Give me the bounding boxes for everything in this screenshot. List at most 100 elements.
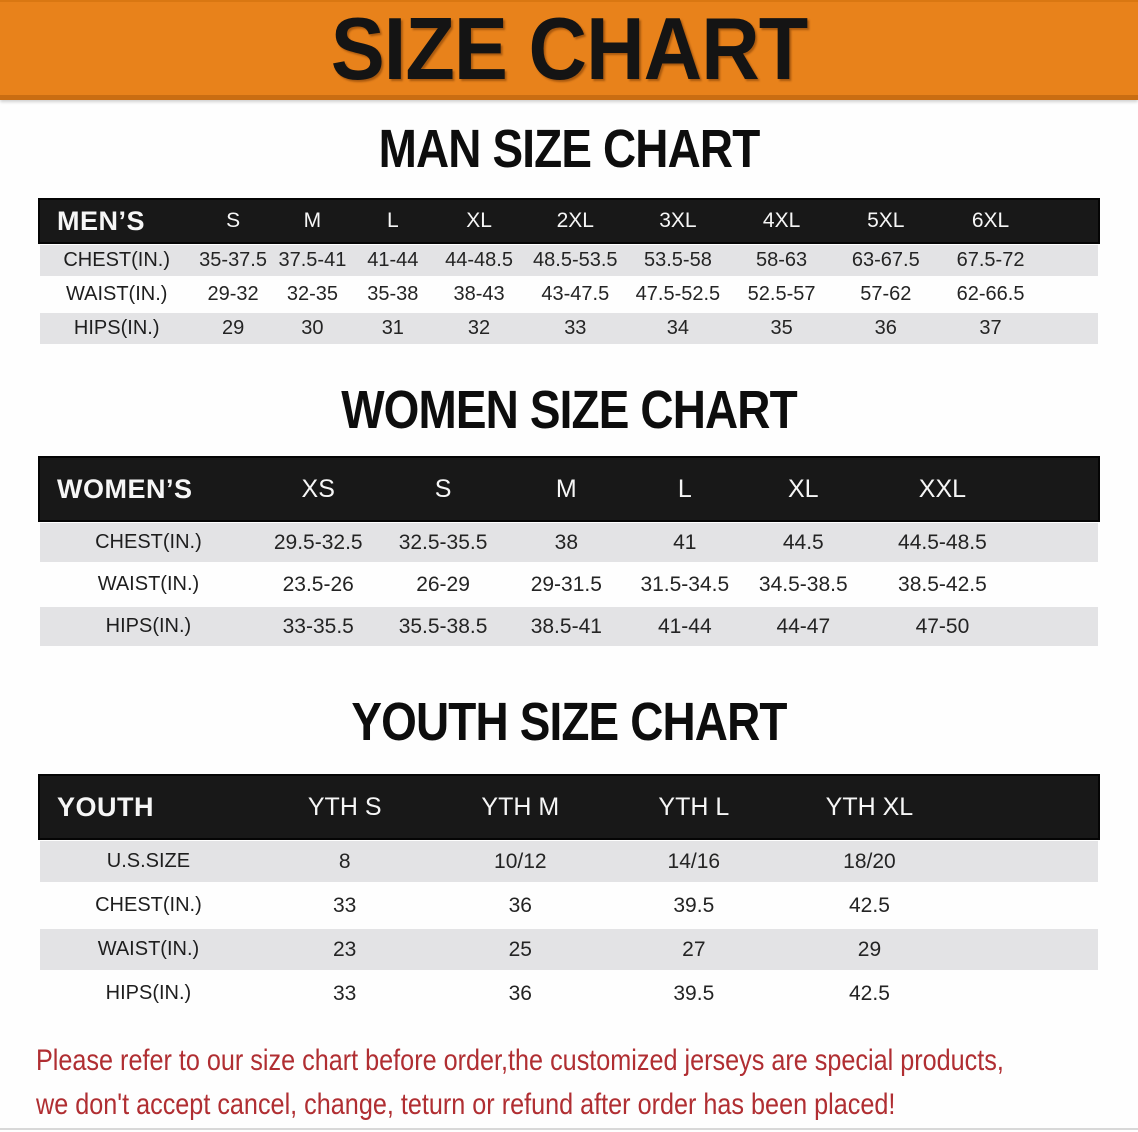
size-value-cell: 23.5-26: [282, 572, 354, 596]
size-value-cell: 44.5-48.5: [898, 530, 987, 554]
size-column-header: YTH M: [481, 792, 560, 821]
filler-cell: [959, 841, 1098, 882]
table-row: HIPS(IN.) 29 30 31 32 33 34 35 36 37: [40, 313, 1098, 344]
size-value-cell: 37: [979, 317, 1002, 339]
women-size-section: WOMEN SIZE CHART WOMEN’S XS S M L XL XXL CHEST…: [0, 383, 1138, 649]
size-column-header: XXL: [918, 474, 967, 503]
size-column-header: S: [434, 474, 452, 503]
size-value-cell: 34: [666, 317, 690, 339]
filler-cell: [1043, 245, 1098, 276]
size-value-cell: 39.5: [673, 981, 715, 1005]
size-value-cell: 35-37.5: [199, 249, 267, 271]
bottom-divider: [0, 1128, 1138, 1130]
size-value-cell: 14/16: [667, 849, 721, 873]
size-column-header: XL: [788, 474, 819, 503]
filler-cell: [959, 929, 1098, 970]
size-value-cell: 67.5-72: [956, 249, 1025, 271]
men-section-title: MAN SIZE CHART: [378, 119, 761, 179]
header-row: WOMEN’S XS S M L XL XXL: [40, 458, 1098, 520]
youth-table-header: YOUTH YTH S YTH M YTH L YTH XL: [40, 776, 1098, 838]
size-column-header: 2XL: [556, 209, 594, 232]
size-value-cell: 38.5-41: [530, 614, 602, 638]
women-table-body: CHEST(IN.) 29.5-32.5 32.5-35.5 38 41 44.5 44.5…: [40, 523, 1098, 646]
size-value-cell: 42.5: [849, 893, 890, 917]
size-value-cell: 42.5: [849, 981, 890, 1005]
size-value-cell: 31: [381, 317, 404, 339]
size-value-cell: 31.5-34.5: [640, 572, 730, 596]
table-row: WAIST(IN.) 29-32 32-35 35-38 38-43 43-47.5 47.…: [40, 279, 1098, 310]
filler-cell: [1022, 565, 1098, 604]
row-label: HIPS(IN.): [73, 317, 160, 339]
youth-size-section: YOUTH SIZE CHART YOUTH YTH S YTH M YTH L YTH…: [0, 695, 1138, 1017]
size-value-cell: 58-63: [756, 249, 808, 271]
women-table-header: WOMEN’S XS S M L XL XXL: [40, 458, 1098, 520]
row-label: WAIST(IN.): [97, 938, 200, 960]
size-value-cell: 10/12: [494, 849, 547, 873]
size-column-header: 6XL: [971, 209, 1010, 232]
size-value-cell: 32: [467, 317, 491, 339]
filler-cell: [959, 885, 1098, 926]
corner-label: YOUTH: [57, 791, 154, 822]
filler-cell: [959, 776, 1098, 838]
table-row: HIPS(IN.) 33-35.5 35.5-38.5 38.5-41 41-44 44-…: [40, 607, 1098, 646]
size-value-cell: 47.5-52.5: [635, 283, 721, 305]
filler-cell: [1043, 313, 1098, 344]
row-label: HIPS(IN.): [105, 982, 192, 1004]
size-value-cell: 62-66.5: [956, 283, 1025, 305]
table-row: HIPS(IN.) 33 36 39.5 42.5: [40, 973, 1098, 1014]
size-column-header: 5XL: [867, 209, 905, 232]
size-value-cell: 35.5-38.5: [398, 614, 488, 638]
size-value-cell: 36: [508, 981, 532, 1005]
size-value-cell: 36: [874, 317, 897, 339]
size-value-cell: 43-47.5: [541, 283, 610, 305]
youth-size-table: YOUTH YTH S YTH M YTH L YTH XL U.S.SIZE 8 10/1…: [40, 773, 1098, 1017]
size-value-cell: 29: [221, 317, 245, 339]
size-value-cell: 29.5-32.5: [273, 530, 363, 554]
disclaimer-line-1: Please refer to our size chart before or…: [36, 1044, 1004, 1077]
size-value-cell: 23: [333, 937, 357, 961]
table-row: CHEST(IN.) 33 36 39.5 42.5: [40, 885, 1098, 926]
size-value-cell: 53.5-58: [644, 249, 712, 271]
size-value-cell: 33: [333, 981, 357, 1005]
size-value-cell: 35: [770, 317, 793, 339]
youth-section-title: YOUTH SIZE CHART: [351, 692, 787, 752]
corner-label: WOMEN’S: [57, 473, 193, 504]
youth-table-body: U.S.SIZE 8 10/12 14/16 18/20 CHEST(IN.) 33 36 39…: [40, 841, 1098, 1014]
women-size-table: WOMEN’S XS S M L XL XXL CHEST(IN.) 29.5-32.5 32.…: [40, 455, 1098, 649]
size-value-cell: 34.5-38.5: [758, 572, 848, 596]
filler-cell: [959, 973, 1098, 1014]
size-value-cell: 30: [301, 317, 324, 339]
size-value-cell: 44-47: [776, 614, 831, 638]
size-value-cell: 41-44: [367, 249, 419, 271]
size-column-header: M: [555, 474, 577, 503]
size-column-header: 3XL: [659, 209, 697, 232]
size-column-header: 4XL: [762, 209, 801, 232]
table-row: CHEST(IN.) 35-37.5 37.5-41 41-44 44-48.5 48.5…: [40, 245, 1098, 276]
page-title: SIZE CHART: [330, 0, 808, 98]
filler-cell: [1022, 458, 1098, 520]
corner-label: MEN’S: [57, 205, 146, 236]
size-value-cell: 8: [338, 849, 351, 873]
size-value-cell: 52.5-57: [747, 283, 816, 305]
banner: SIZE CHART: [0, 0, 1138, 100]
men-size-table: MEN’S S M L XL 2XL 3XL 4XL 5XL 6XL CHEST(IN.) 35-3…: [40, 197, 1098, 347]
size-value-cell: 25: [508, 937, 532, 961]
size-value-cell: 29: [857, 937, 882, 961]
size-column-header: YTH L: [658, 792, 730, 821]
men-size-section: MAN SIZE CHART MEN’S S M L XL 2XL 3XL 4XL 5XL 6XL…: [0, 122, 1138, 347]
header-row: MEN’S S M L XL 2XL 3XL 4XL 5XL 6XL: [40, 200, 1098, 242]
size-column-header: L: [386, 209, 399, 232]
size-value-cell: 57-62: [860, 283, 912, 305]
men-table-body: CHEST(IN.) 35-37.5 37.5-41 41-44 44-48.5 48.5…: [40, 245, 1098, 344]
size-column-header: YTH XL: [825, 792, 914, 821]
row-label: CHEST(IN.): [95, 531, 202, 553]
table-row: U.S.SIZE 8 10/12 14/16 18/20: [40, 841, 1098, 882]
size-column-header: M: [303, 209, 322, 232]
size-value-cell: 38.5-42.5: [898, 572, 987, 596]
table-row: WAIST(IN.) 23.5-26 26-29 29-31.5 31.5-34.5 34…: [40, 565, 1098, 604]
size-value-cell: 38-43: [453, 283, 505, 305]
size-value-cell: 33-35.5: [282, 614, 354, 638]
size-value-cell: 48.5-53.5: [533, 249, 618, 271]
size-value-cell: 47-50: [915, 614, 970, 638]
